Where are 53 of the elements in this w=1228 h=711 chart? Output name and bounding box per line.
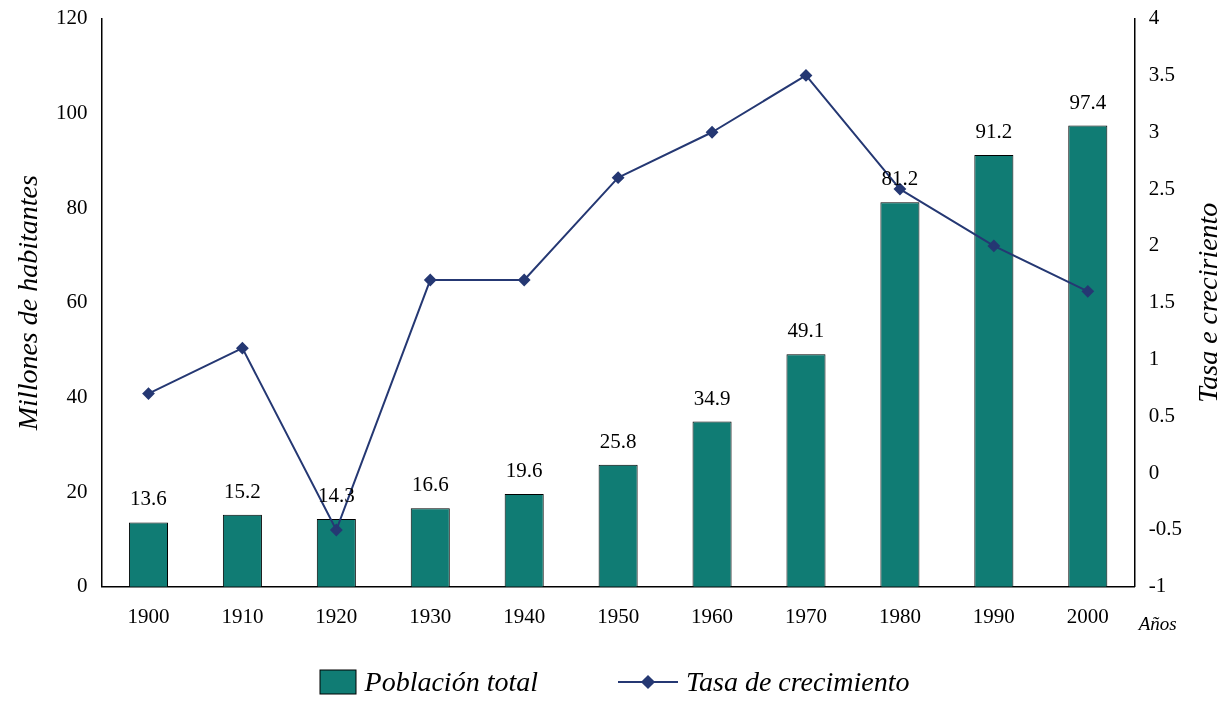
data-label: 25.8 <box>599 428 637 453</box>
y-tick-label: 80 <box>66 194 88 219</box>
point <box>706 126 719 139</box>
x-tick-label: 1990 <box>972 603 1015 628</box>
point <box>142 387 155 400</box>
y2-tick-label: -1 <box>1148 573 1167 598</box>
data-label: 49.1 <box>787 318 825 343</box>
y2-tick-label: 1.5 <box>1148 289 1176 314</box>
legend-label: Población total <box>364 666 538 698</box>
x-tick-label: 2000 <box>1066 603 1109 628</box>
y-tick-label: 100 <box>56 99 88 124</box>
data-label: 91.2 <box>975 118 1013 143</box>
y2-tick-label: 2.5 <box>1148 175 1176 200</box>
y2-tick-label: 4 <box>1148 5 1160 30</box>
x-tick-label: 1900 <box>127 603 170 628</box>
point <box>1081 285 1094 298</box>
y-tick-label: 40 <box>66 383 88 408</box>
data-label: 19.6 <box>505 458 543 483</box>
point <box>518 273 531 286</box>
y-tick-label: 20 <box>66 478 88 503</box>
y-tick-label: 0 <box>77 573 88 598</box>
data-label: 97.4 <box>1069 89 1107 114</box>
x-tick-label: 1970 <box>784 603 827 628</box>
data-label: 15.2 <box>224 478 261 503</box>
y2-tick-label: 0.5 <box>1148 402 1176 427</box>
x-tick-label: 1920 <box>315 603 358 628</box>
y-axis-title: Millones de habitantes <box>12 175 44 432</box>
data-label: 13.6 <box>130 486 167 511</box>
y2-tick-label: 0 <box>1148 459 1160 484</box>
y2-axis-title: Tasa e creciriento <box>1192 202 1224 403</box>
data-label: 34.9 <box>693 385 731 410</box>
data-label: 16.6 <box>411 472 449 497</box>
y2-tick-label: 3.5 <box>1148 61 1176 86</box>
y-tick-label: 60 <box>66 289 88 314</box>
x-tick-label: 1950 <box>597 603 640 628</box>
y2-tick-label: 3 <box>1148 118 1160 143</box>
y-tick-label: 120 <box>56 5 88 30</box>
y2-tick-label: 2 <box>1148 232 1160 257</box>
y2-tick-label: -0.5 <box>1148 516 1183 541</box>
point <box>424 273 437 286</box>
legend-label: Tasa de crecimiento <box>685 666 910 698</box>
x-tick-label: 1980 <box>878 603 921 628</box>
point <box>330 523 343 536</box>
x-tick-label: 1910 <box>221 603 264 628</box>
x-axis-title: Años <box>1136 612 1177 634</box>
x-tick-label: 1960 <box>691 603 734 628</box>
point <box>799 69 812 82</box>
point <box>236 342 249 355</box>
y2-tick-label: 1 <box>1148 346 1160 371</box>
x-tick-label: 1930 <box>409 603 452 628</box>
x-tick-label: 1940 <box>503 603 546 628</box>
point <box>987 239 1000 252</box>
point <box>612 171 625 184</box>
